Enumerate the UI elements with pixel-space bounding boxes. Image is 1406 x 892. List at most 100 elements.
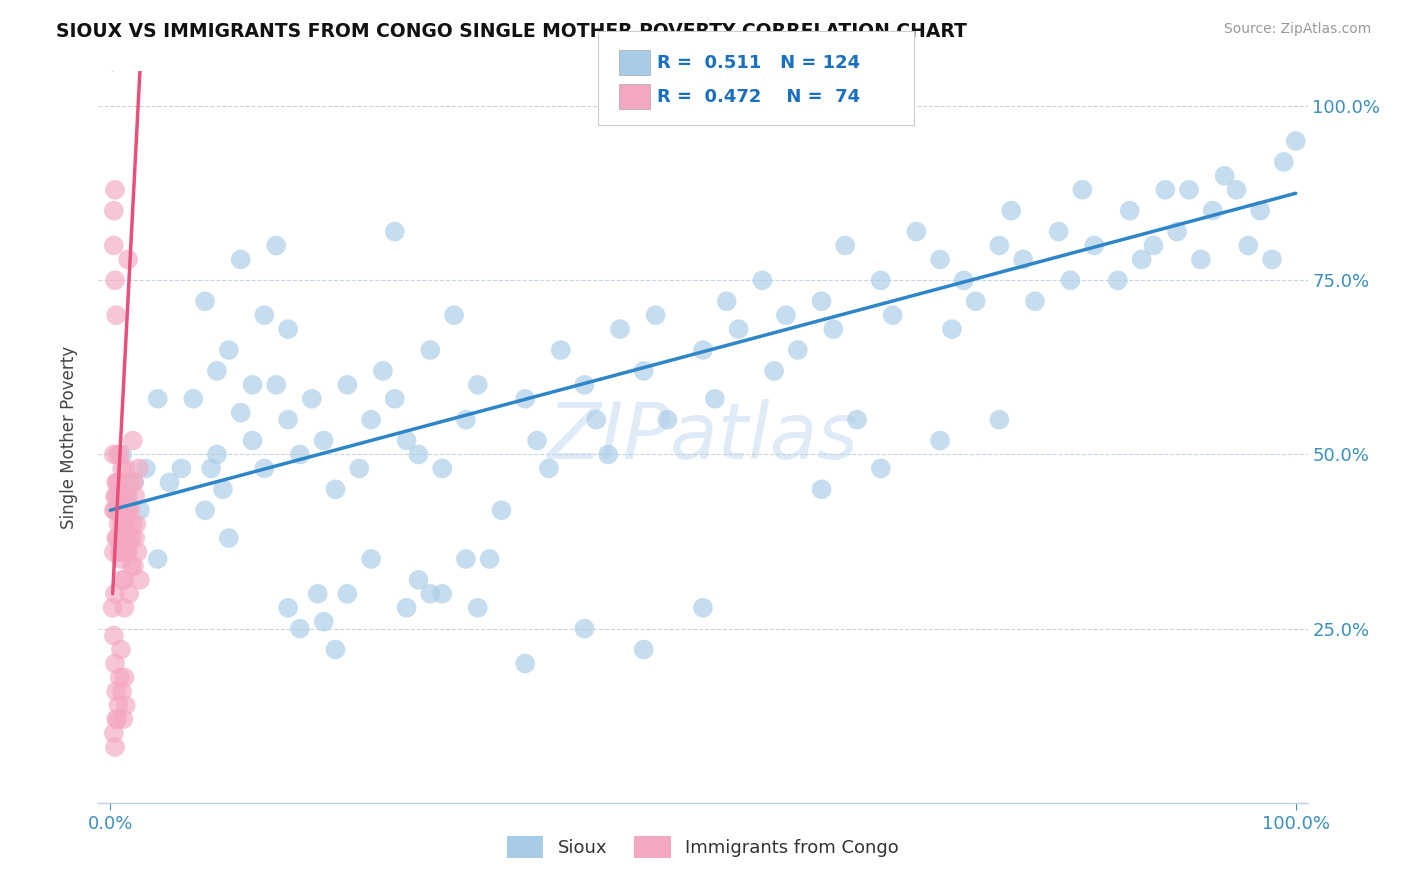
Point xyxy=(114,517,136,532)
Point xyxy=(882,308,904,322)
Point xyxy=(253,308,276,322)
Point xyxy=(478,552,501,566)
Point xyxy=(103,448,125,462)
Point xyxy=(104,740,127,755)
Point xyxy=(1202,203,1225,218)
Point xyxy=(609,322,631,336)
Point xyxy=(585,412,607,426)
Point xyxy=(432,461,454,475)
Point xyxy=(242,434,264,448)
Point xyxy=(277,412,299,426)
Point xyxy=(633,364,655,378)
Point xyxy=(105,489,128,503)
Point xyxy=(135,461,157,475)
Point xyxy=(117,489,139,503)
Point xyxy=(869,273,891,287)
Point xyxy=(467,600,489,615)
Point xyxy=(1119,203,1142,218)
Point xyxy=(110,552,132,566)
Point xyxy=(1071,183,1094,197)
Point xyxy=(104,503,127,517)
Point xyxy=(242,377,264,392)
Point xyxy=(125,517,148,532)
Point xyxy=(114,489,136,503)
Point xyxy=(384,392,406,406)
Point xyxy=(1012,252,1035,267)
Point xyxy=(810,294,832,309)
Point xyxy=(823,322,845,336)
Point xyxy=(128,461,150,475)
Point xyxy=(107,489,129,503)
Point xyxy=(360,552,382,566)
Point xyxy=(988,238,1011,252)
Y-axis label: Single Mother Poverty: Single Mother Poverty xyxy=(59,345,77,529)
Point xyxy=(105,475,128,490)
Point xyxy=(121,558,143,573)
Point xyxy=(703,392,725,406)
Point xyxy=(371,364,394,378)
Point xyxy=(108,448,131,462)
Point xyxy=(454,552,477,566)
Point xyxy=(408,573,430,587)
Point xyxy=(112,545,135,559)
Point xyxy=(1059,273,1081,287)
Point xyxy=(105,308,128,322)
Point xyxy=(1285,134,1308,148)
Point xyxy=(114,698,136,713)
Point xyxy=(103,726,125,740)
Text: R =  0.511   N = 124: R = 0.511 N = 124 xyxy=(657,54,859,71)
Point xyxy=(1225,183,1247,197)
Point xyxy=(1024,294,1046,309)
Point xyxy=(104,273,127,287)
Point xyxy=(105,712,128,726)
Point xyxy=(111,461,134,475)
Point xyxy=(105,712,128,726)
Point xyxy=(112,712,135,726)
Point xyxy=(122,475,145,490)
Point xyxy=(1047,225,1070,239)
Point xyxy=(108,545,131,559)
Point xyxy=(1178,183,1201,197)
Text: SIOUX VS IMMIGRANTS FROM CONGO SINGLE MOTHER POVERTY CORRELATION CHART: SIOUX VS IMMIGRANTS FROM CONGO SINGLE MO… xyxy=(56,22,967,41)
Point xyxy=(515,657,537,671)
Point xyxy=(101,600,124,615)
Point xyxy=(103,203,125,218)
Point xyxy=(115,503,138,517)
Point xyxy=(1107,273,1129,287)
Point xyxy=(114,461,136,475)
Point xyxy=(1166,225,1188,239)
Point xyxy=(111,517,134,532)
Point xyxy=(467,377,489,392)
Point xyxy=(692,343,714,357)
Point xyxy=(114,670,136,684)
Point xyxy=(1213,169,1236,183)
Point xyxy=(121,434,143,448)
Point xyxy=(229,406,252,420)
Point xyxy=(146,392,169,406)
Point xyxy=(105,503,128,517)
Point xyxy=(598,448,620,462)
Point xyxy=(127,545,149,559)
Point xyxy=(408,448,430,462)
Point xyxy=(574,622,596,636)
Point xyxy=(454,412,477,426)
Point xyxy=(574,377,596,392)
Point xyxy=(118,531,141,545)
Point xyxy=(288,622,311,636)
Point xyxy=(1189,252,1212,267)
Point xyxy=(117,503,139,517)
Point xyxy=(965,294,987,309)
Point xyxy=(105,448,128,462)
Point xyxy=(124,489,146,503)
Point xyxy=(205,364,228,378)
Point xyxy=(419,587,441,601)
Point xyxy=(336,377,359,392)
Point xyxy=(146,552,169,566)
Point xyxy=(229,252,252,267)
Point xyxy=(104,183,127,197)
Point xyxy=(1261,252,1284,267)
Point xyxy=(657,412,679,426)
Point xyxy=(117,252,139,267)
Point xyxy=(112,489,135,503)
Point xyxy=(929,434,952,448)
